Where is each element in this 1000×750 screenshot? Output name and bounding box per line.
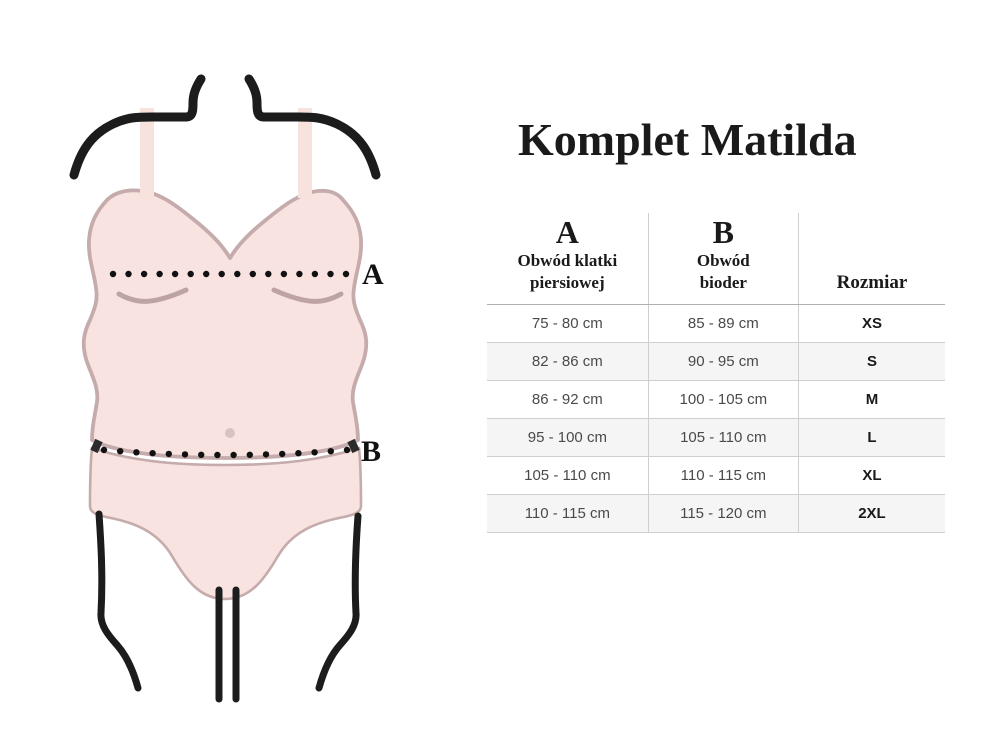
svg-text:A: A	[362, 258, 384, 291]
svg-text:B: B	[361, 435, 381, 468]
